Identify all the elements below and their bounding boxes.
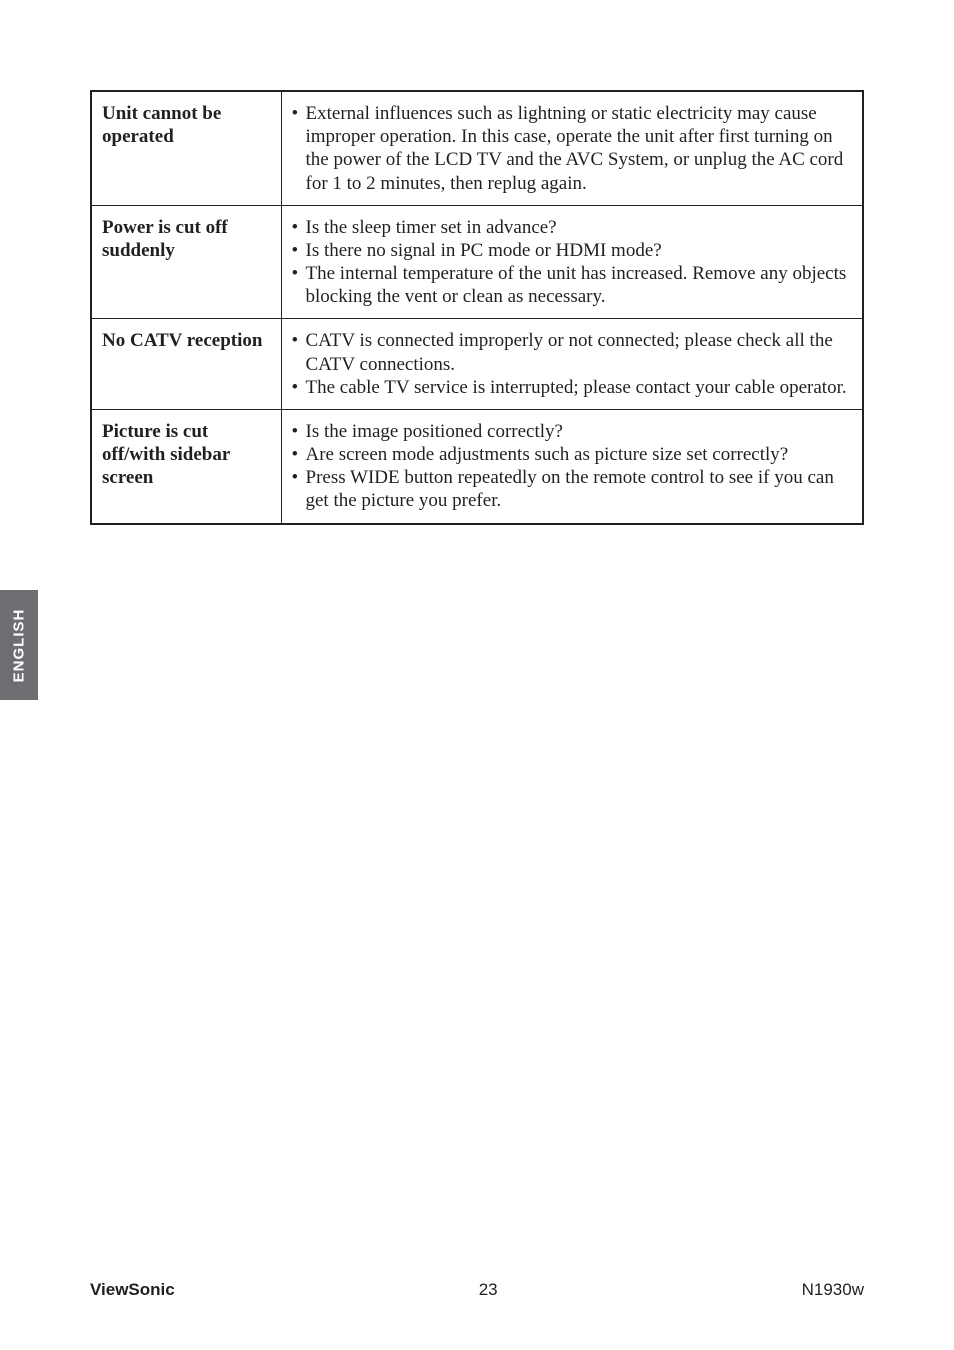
- bullet-list: Is the image positioned correctly? Are s…: [292, 420, 853, 513]
- row-content: CATV is connected improperly or not conn…: [281, 319, 863, 410]
- bullet-item: Is there no signal in PC mode or HDMI mo…: [292, 239, 853, 262]
- bullet-item: Are screen mode adjustments such as pict…: [292, 443, 853, 466]
- bullet-list: External influences such as lightning or…: [292, 102, 853, 195]
- footer-brand: ViewSonic: [90, 1280, 175, 1300]
- table-row: Picture is cut off/with sidebar screen I…: [91, 409, 863, 523]
- bullet-item: CATV is connected improperly or not conn…: [292, 329, 853, 375]
- footer-model: N1930w: [802, 1280, 864, 1300]
- row-label: Power is cut off suddenly: [91, 205, 281, 319]
- row-label: Picture is cut off/with sidebar screen: [91, 409, 281, 523]
- language-tab: ENGLISH: [0, 590, 38, 700]
- row-label: No CATV reception: [91, 319, 281, 410]
- row-content: Is the sleep timer set in advance? Is th…: [281, 205, 863, 319]
- bullet-item: Press WIDE button repeatedly on the remo…: [292, 466, 853, 512]
- bullet-item: The internal temperature of the unit has…: [292, 262, 853, 308]
- table-row: No CATV reception CATV is connected impr…: [91, 319, 863, 410]
- table-row: Power is cut off suddenly Is the sleep t…: [91, 205, 863, 319]
- bullet-item: The cable TV service is interrupted; ple…: [292, 376, 853, 399]
- bullet-item: External influences such as lightning or…: [292, 102, 853, 195]
- footer-page-number: 23: [479, 1280, 498, 1300]
- page: Unit cannot be operated External influen…: [0, 0, 954, 1350]
- language-tab-label: ENGLISH: [11, 608, 28, 682]
- table-row: Unit cannot be operated External influen…: [91, 91, 863, 205]
- row-label: Unit cannot be operated: [91, 91, 281, 205]
- bullet-item: Is the image positioned correctly?: [292, 420, 853, 443]
- troubleshooting-table: Unit cannot be operated External influen…: [90, 90, 864, 525]
- bullet-list: CATV is connected improperly or not conn…: [292, 329, 853, 399]
- row-content: Is the image positioned correctly? Are s…: [281, 409, 863, 523]
- row-content: External influences such as lightning or…: [281, 91, 863, 205]
- footer: ViewSonic 23 N1930w: [90, 1280, 864, 1300]
- bullet-list: Is the sleep timer set in advance? Is th…: [292, 216, 853, 309]
- bullet-item: Is the sleep timer set in advance?: [292, 216, 853, 239]
